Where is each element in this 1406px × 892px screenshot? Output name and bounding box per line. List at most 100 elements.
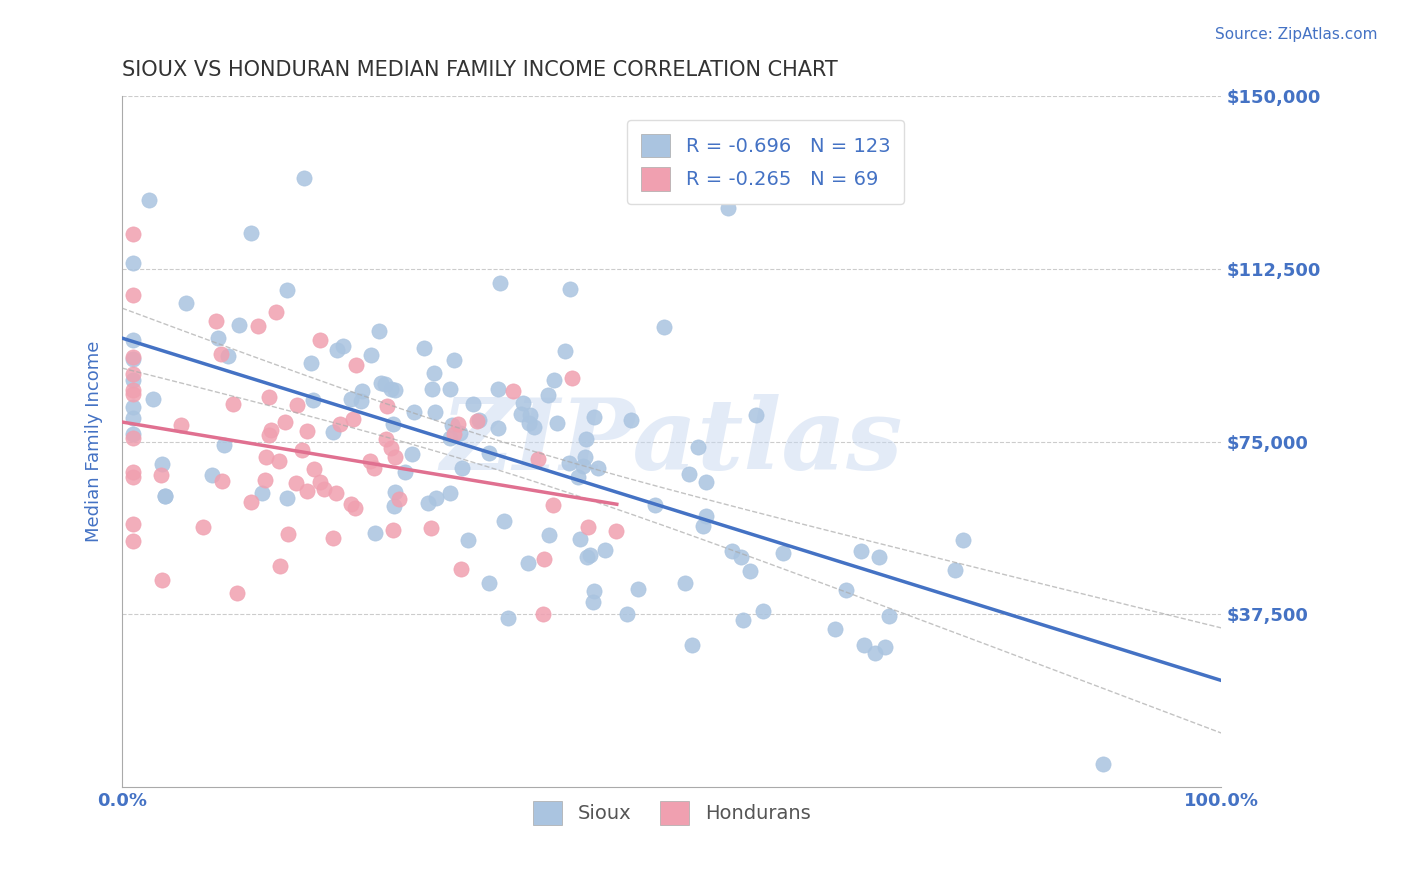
Point: [221, 397, 243, 411]
Point: [717, 201, 740, 215]
Text: ZIPatlas: ZIPatlas: [440, 393, 903, 490]
Point: [538, 528, 561, 542]
Point: [510, 407, 533, 421]
Point: [292, 170, 315, 185]
Point: [250, 485, 273, 500]
Point: [211, 474, 233, 488]
Point: [478, 446, 501, 460]
Point: [620, 413, 643, 427]
Point: [239, 495, 262, 509]
Point: [443, 427, 465, 442]
Point: [332, 339, 354, 353]
Point: [543, 374, 565, 388]
Point: [593, 543, 616, 558]
Point: [575, 550, 598, 565]
Point: [488, 383, 510, 397]
Legend: Sioux, Hondurans: Sioux, Hondurans: [524, 794, 818, 833]
Point: [360, 454, 382, 468]
Point: [152, 573, 174, 587]
Point: [382, 523, 405, 537]
Point: [688, 440, 710, 454]
Point: [329, 417, 352, 431]
Point: [297, 425, 319, 439]
Point: [375, 399, 398, 413]
Point: [526, 452, 548, 467]
Point: [751, 604, 773, 618]
Point: [721, 543, 744, 558]
Point: [572, 458, 595, 473]
Point: [851, 544, 873, 558]
Point: [122, 373, 145, 387]
Point: [583, 584, 606, 599]
Point: [207, 331, 229, 345]
Point: [441, 417, 464, 432]
Point: [253, 473, 276, 487]
Point: [835, 582, 858, 597]
Point: [228, 318, 250, 332]
Point: [274, 415, 297, 429]
Point: [301, 393, 323, 408]
Point: [122, 352, 145, 367]
Point: [567, 469, 589, 483]
Point: [226, 586, 249, 600]
Point: [413, 341, 436, 355]
Point: [695, 508, 717, 523]
Point: [561, 370, 583, 384]
Point: [276, 283, 298, 297]
Point: [467, 414, 489, 428]
Text: SIOUX VS HONDURAN MEDIAN FAMILY INCOME CORRELATION CHART: SIOUX VS HONDURAN MEDIAN FAMILY INCOME C…: [122, 60, 838, 79]
Point: [943, 563, 966, 577]
Point: [574, 450, 596, 465]
Point: [541, 498, 564, 512]
Point: [583, 410, 606, 425]
Point: [325, 486, 347, 500]
Point: [276, 491, 298, 505]
Point: [678, 467, 700, 481]
Point: [652, 319, 675, 334]
Point: [122, 333, 145, 347]
Point: [443, 352, 465, 367]
Point: [257, 390, 280, 404]
Point: [260, 423, 283, 437]
Point: [605, 524, 627, 538]
Point: [266, 305, 288, 319]
Point: [675, 575, 697, 590]
Point: [212, 438, 235, 452]
Point: [449, 426, 471, 441]
Point: [558, 456, 581, 470]
Point: [575, 432, 598, 446]
Point: [256, 450, 278, 464]
Point: [285, 398, 308, 412]
Point: [322, 531, 344, 545]
Point: [554, 344, 576, 359]
Point: [360, 348, 382, 362]
Point: [731, 614, 754, 628]
Point: [486, 421, 509, 435]
Point: [380, 382, 402, 396]
Point: [209, 347, 232, 361]
Point: [309, 333, 332, 347]
Point: [457, 533, 479, 548]
Point: [772, 546, 794, 560]
Point: [380, 441, 402, 455]
Point: [340, 392, 363, 406]
Point: [342, 412, 364, 426]
Point: [627, 582, 650, 596]
Point: [425, 491, 447, 506]
Point: [122, 426, 145, 441]
Point: [439, 431, 461, 445]
Point: [531, 607, 554, 621]
Point: [519, 409, 541, 423]
Point: [122, 256, 145, 270]
Point: [478, 576, 501, 591]
Point: [375, 432, 398, 446]
Point: [730, 550, 752, 565]
Point: [502, 384, 524, 398]
Point: [692, 519, 714, 533]
Point: [423, 405, 446, 419]
Point: [384, 485, 406, 500]
Point: [745, 408, 768, 422]
Point: [370, 376, 392, 390]
Point: [512, 395, 534, 409]
Point: [695, 475, 717, 489]
